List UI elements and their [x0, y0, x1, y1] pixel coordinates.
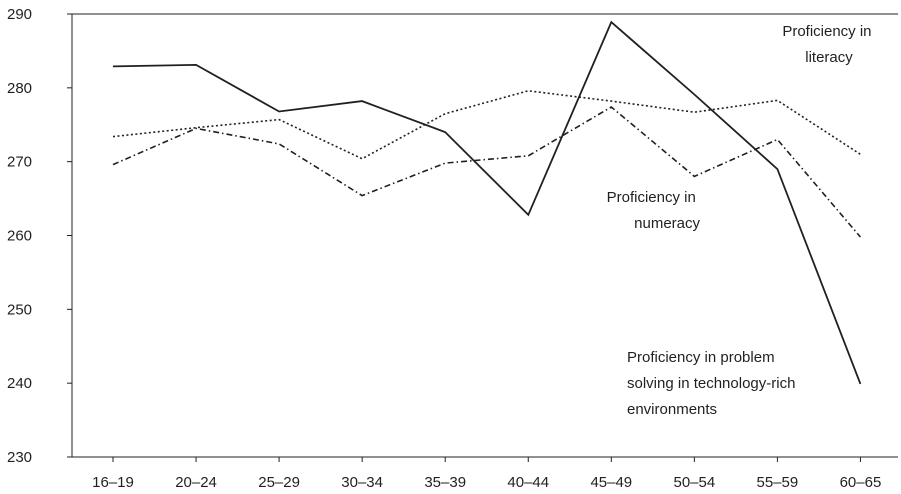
series-label-line: Proficiency in problem — [627, 349, 775, 366]
series-label-line: solving in technology-rich — [627, 375, 795, 392]
y-tick-label: 250 — [7, 301, 32, 318]
series-labels: Proficiency in literacy Proficiency in n… — [607, 23, 875, 418]
series-label-line: literacy — [805, 49, 853, 66]
x-ticks: 16–19 20–24 25–29 30–34 35–39 40–44 45–49 50–54… — [92, 457, 881, 491]
x-tick-label: 40–44 — [507, 474, 549, 491]
series-label-problem-solving: Proficiency in problem solving in techno… — [627, 349, 800, 418]
x-tick-label: 50–54 — [673, 474, 715, 491]
x-tick-label: 55–59 — [757, 474, 799, 491]
y-tick-label: 240 — [7, 375, 32, 392]
y-tick-label: 270 — [7, 154, 32, 171]
y-tick-label: 260 — [7, 228, 32, 245]
series-line-numeracy — [112, 106, 862, 238]
series-label-literacy: Proficiency in literacy — [782, 23, 875, 66]
x-tick-label: 45–49 — [590, 474, 632, 491]
x-tick-label: 16–19 — [92, 474, 134, 491]
series-label-numeracy: Proficiency in numeracy — [607, 189, 701, 232]
y-tick-label: 290 — [7, 6, 32, 23]
series-line-problem-solving — [112, 20, 862, 385]
series-line-literacy — [112, 89, 861, 160]
y-tick-label: 230 — [7, 449, 32, 466]
y-ticks: 230 240 250 260 270 280 290 — [7, 6, 72, 466]
x-tick-label: 25–29 — [258, 474, 300, 491]
series-label-line: environments — [627, 401, 717, 418]
series-label-line: Proficiency in — [607, 189, 696, 206]
x-tick-label: 30–34 — [341, 474, 383, 491]
series-label-line: numeracy — [634, 215, 700, 232]
y-tick-label: 280 — [7, 80, 32, 97]
series-label-line: Proficiency in — [782, 23, 871, 40]
x-tick-label: 35–39 — [424, 474, 466, 491]
x-tick-label: 60–65 — [840, 474, 882, 491]
x-tick-label: 20–24 — [175, 474, 217, 491]
series-lines — [112, 20, 862, 385]
